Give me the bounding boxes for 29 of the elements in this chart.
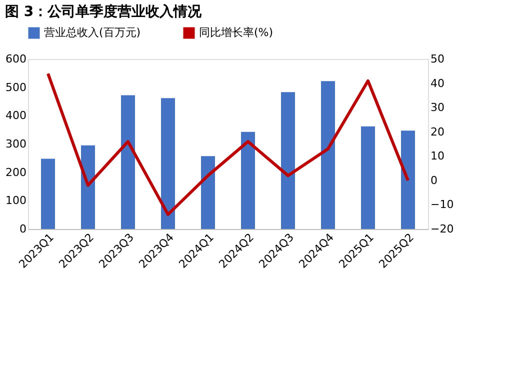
bar xyxy=(41,158,55,229)
chart-title: 图 3：公司单季度营业收入情况 xyxy=(5,3,203,20)
legend-label: 营业总收入(百万元) xyxy=(44,26,141,39)
y2-tick-label: 50 xyxy=(430,52,444,66)
y-tick-label: 300 xyxy=(6,138,26,150)
y2-tick-label: 40 xyxy=(430,76,444,90)
y-tick-label: 400 xyxy=(6,109,26,122)
y2-tick-label: −10 xyxy=(430,198,454,212)
y-tick-label: 0 xyxy=(20,222,26,236)
bar xyxy=(321,81,335,229)
bar xyxy=(361,126,375,229)
y-tick-label: 100 xyxy=(6,194,26,208)
bar xyxy=(241,132,255,229)
bar xyxy=(281,92,295,229)
bar xyxy=(121,95,135,229)
bar xyxy=(161,98,175,229)
bar xyxy=(201,156,215,229)
bar xyxy=(401,130,415,229)
y-tick-label: 200 xyxy=(6,166,26,179)
y2-tick-label: 30 xyxy=(430,101,444,114)
y-tick-label: 600 xyxy=(6,52,26,66)
bar xyxy=(81,145,95,229)
y2-tick-label: 10 xyxy=(430,150,444,163)
y2-tick-label: 0 xyxy=(430,174,438,187)
line-series xyxy=(46,72,410,216)
y2-tick-label: 20 xyxy=(430,125,444,138)
y2-tick-label: −20 xyxy=(430,222,454,236)
legend-label: 同比增长率(%) xyxy=(199,26,274,39)
y-tick-label: 500 xyxy=(6,80,26,94)
